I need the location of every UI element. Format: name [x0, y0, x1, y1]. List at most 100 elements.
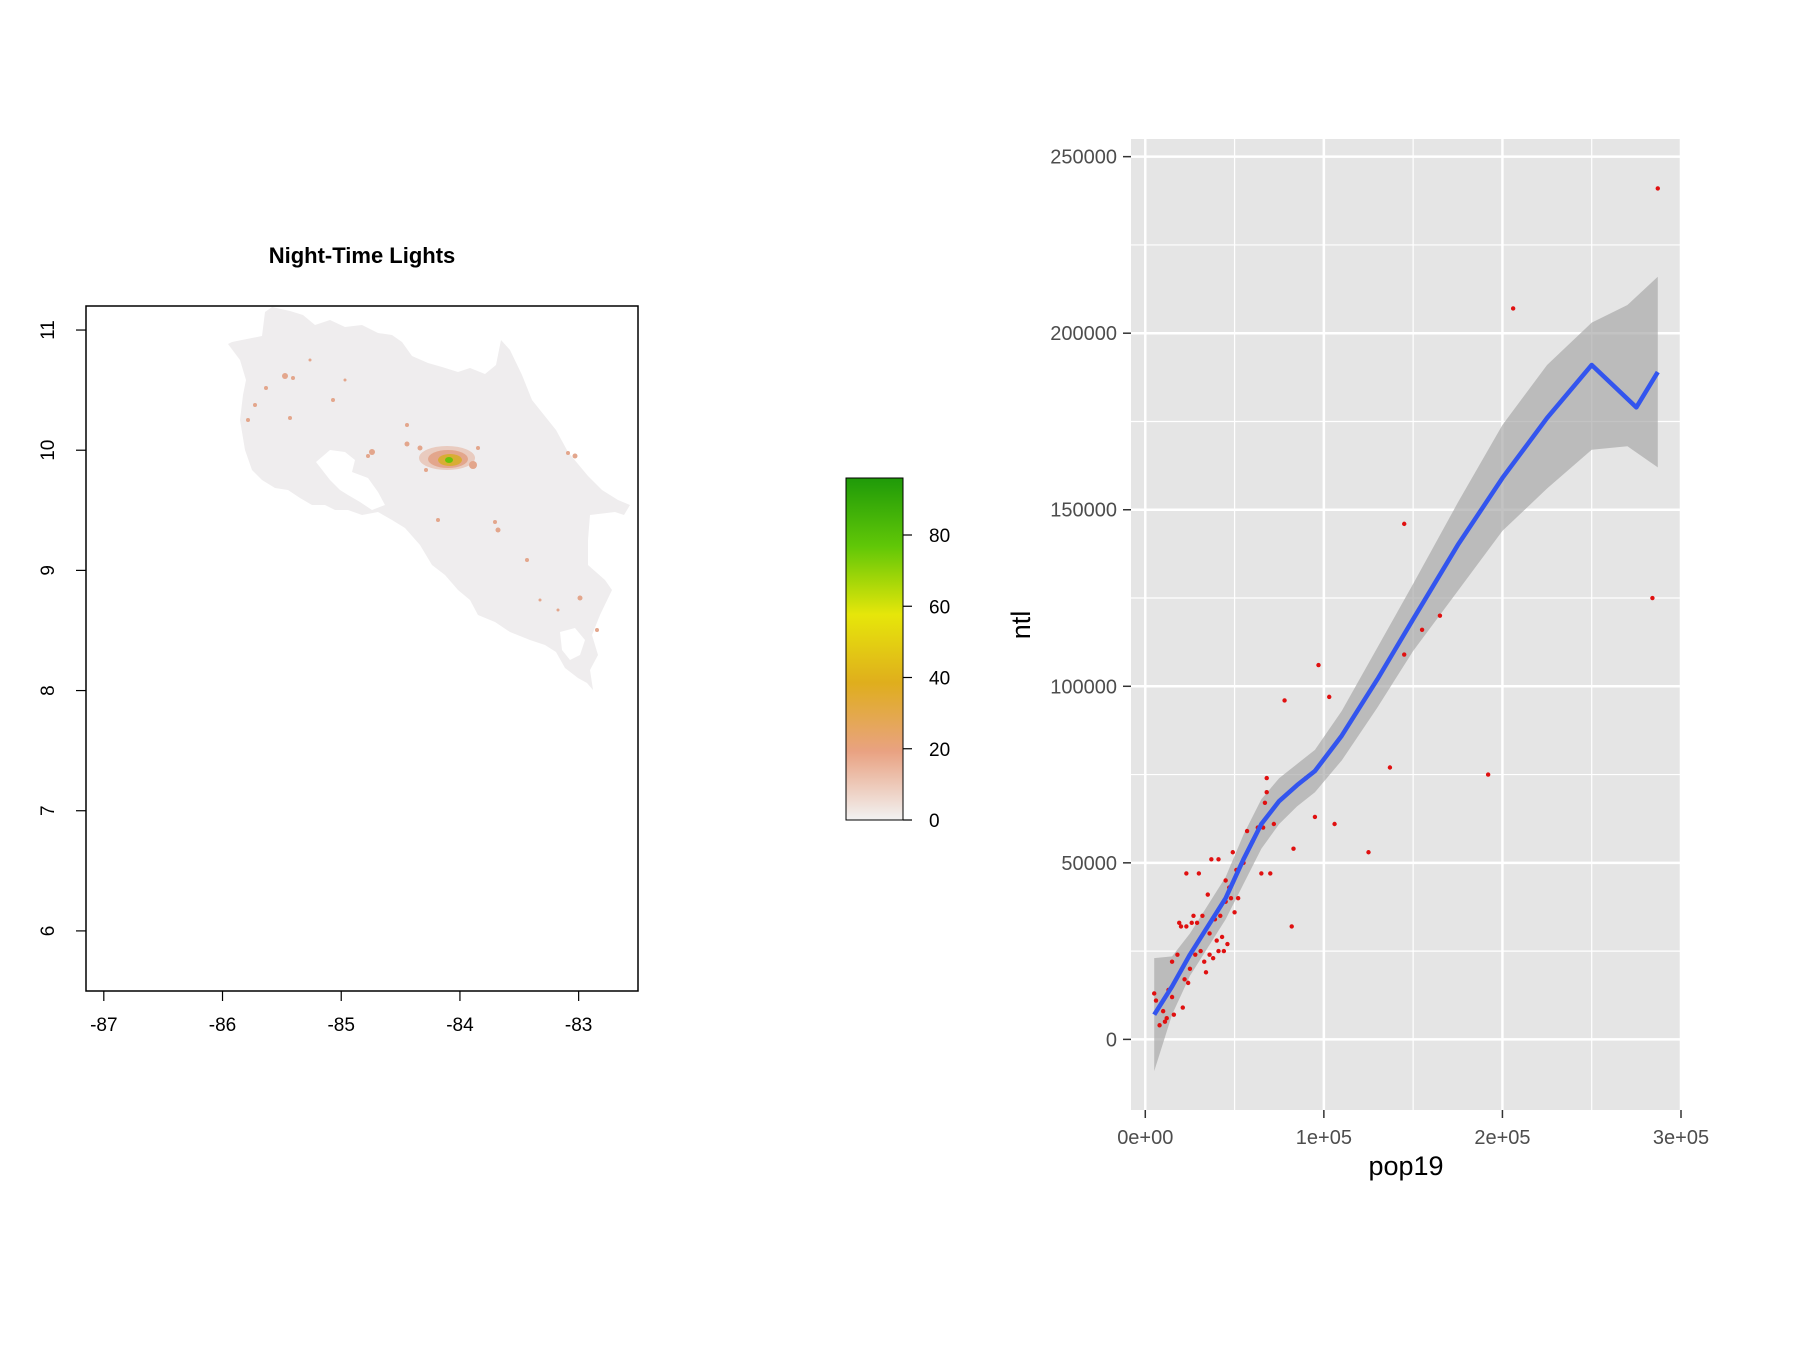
scatter-x-axis: 0e+00 1e+05 2e+05 3e+05	[1117, 1110, 1709, 1149]
scatter-point	[1169, 959, 1175, 964]
scatter-point	[1655, 186, 1660, 191]
scatter-point	[1316, 662, 1321, 668]
scatter-point	[1153, 998, 1159, 1003]
costa-rica-landmass	[228, 307, 630, 690]
scatter-point	[1402, 652, 1407, 657]
scatter-point	[1262, 800, 1268, 806]
scatter-point	[1187, 966, 1193, 971]
scatter-point	[1175, 952, 1180, 957]
scatter-point	[1209, 857, 1214, 862]
map-y-axis: 6 7 8 9 10 11	[38, 320, 86, 936]
map-x-tick-label: -87	[90, 1015, 117, 1036]
scatter-point	[1228, 895, 1234, 901]
scatter-point	[1214, 938, 1219, 943]
smooth-fit-line	[1152, 362, 1660, 1016]
scatter-point	[1152, 991, 1157, 996]
map-title: Night-Time Lights	[269, 243, 456, 268]
scatter-point	[1200, 913, 1205, 918]
scatter-point	[1264, 790, 1269, 795]
legend-tick-label: 20	[929, 740, 950, 761]
map-x-tick-label: -83	[565, 1015, 592, 1036]
scatter-point	[1207, 931, 1212, 936]
scatter-point	[1207, 952, 1212, 957]
map-panel: Night-Time Lights	[38, 243, 950, 1036]
scatter-point	[1210, 955, 1216, 961]
scatter-point	[1419, 627, 1425, 632]
nicoya-gulf	[316, 450, 385, 510]
scatter-point	[1312, 814, 1318, 820]
scatter-point	[1203, 970, 1209, 975]
map-raster	[228, 307, 630, 690]
scatter-point	[1485, 772, 1491, 777]
scatter-point	[1189, 920, 1194, 926]
map-x-axis: -87 -86 -85 -84 -83	[90, 991, 592, 1036]
map-y-tick-label: 7	[38, 805, 59, 816]
scatter-point	[1259, 871, 1264, 876]
scatter-point	[1202, 959, 1207, 964]
scatter-panel: 0e+00 1e+05 2e+05 3e+05 0 50000 100000 150000 2…	[1006, 139, 1709, 1181]
map-x-tick-label: -85	[327, 1015, 354, 1036]
color-legend-bar	[845, 477, 904, 821]
map-y-tick-label: 11	[38, 320, 59, 340]
scatter-point	[1169, 994, 1175, 1000]
scatter-point	[1219, 934, 1225, 940]
scatter-point	[1268, 871, 1273, 876]
scatter-point	[1291, 846, 1296, 851]
legend-tick-label: 0	[929, 811, 940, 832]
x-tick-label: 0e+00	[1117, 1127, 1173, 1149]
scatter-point	[1196, 871, 1202, 876]
map-x-tick-label: -84	[446, 1015, 474, 1036]
scatter-point	[1225, 941, 1230, 947]
map-y-tick-label: 8	[38, 685, 59, 696]
scatter-point	[1182, 977, 1187, 982]
scatter-point	[1164, 1015, 1169, 1021]
y-tick-label: 250000	[1050, 147, 1117, 169]
scatter-point	[1402, 521, 1407, 527]
light-spots	[246, 358, 599, 632]
scatter-point	[1235, 895, 1241, 901]
scatter-point	[1185, 980, 1191, 986]
scatter-y-axis: 0 50000 100000 150000 200000 250000	[1050, 147, 1131, 1051]
scatter-point	[1216, 857, 1221, 862]
scatter-point	[1271, 821, 1277, 827]
scatter-point	[1198, 948, 1203, 954]
osa-gulf	[560, 628, 585, 660]
scatter-point	[1332, 821, 1337, 827]
scatter-point	[1160, 1008, 1166, 1014]
x-tick-label: 3e+05	[1653, 1127, 1709, 1149]
scatter-point	[1221, 948, 1227, 954]
scatter-point	[1244, 828, 1250, 834]
x-axis-label: pop19	[1368, 1151, 1443, 1181]
scatter-point	[1510, 306, 1516, 311]
scatter-point	[1437, 613, 1443, 618]
scatter-point	[1157, 1023, 1162, 1028]
y-tick-label: 0	[1106, 1029, 1117, 1051]
y-tick-label: 150000	[1050, 500, 1117, 522]
y-tick-label: 50000	[1061, 853, 1117, 875]
scatter-point	[1230, 850, 1235, 855]
scatter-point	[1223, 878, 1228, 883]
legend-tick-label: 60	[929, 597, 950, 618]
color-legend-ticks: 0 20 40 60 80	[903, 526, 950, 832]
scatter-point	[1232, 910, 1237, 915]
y-tick-label: 100000	[1050, 676, 1117, 698]
map-y-tick-label: 6	[38, 926, 59, 937]
scatter-point	[1180, 1005, 1185, 1010]
legend-tick-label: 40	[929, 669, 950, 690]
scatter-point	[1650, 595, 1655, 601]
scatter-point	[1264, 775, 1269, 781]
scatter-point	[1387, 765, 1393, 770]
scatter-point	[1177, 920, 1182, 926]
confidence-band	[1154, 276, 1658, 1072]
scatter-point	[1184, 871, 1189, 876]
x-tick-label: 1e+05	[1296, 1127, 1352, 1149]
scatter-point	[1194, 920, 1200, 926]
x-tick-label: 2e+05	[1474, 1127, 1530, 1149]
scatter-point	[1191, 913, 1196, 918]
scatter-point	[1178, 924, 1184, 929]
scatter-point	[1193, 952, 1198, 957]
scatter-point	[1289, 924, 1294, 929]
y-tick-label: 200000	[1050, 323, 1117, 345]
scatter-point	[1216, 948, 1221, 954]
